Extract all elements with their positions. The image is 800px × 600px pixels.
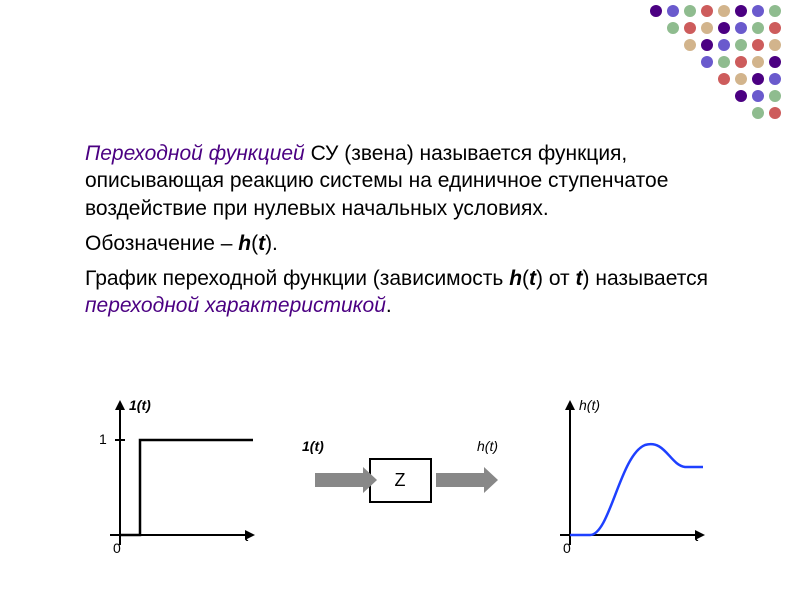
definition-paragraph: Переходной функцией СУ (звена) называетс… xyxy=(85,140,715,222)
decoration-dot xyxy=(701,22,713,34)
decoration-dot xyxy=(718,22,730,34)
term-transition-function: Переходной функцией xyxy=(85,142,305,165)
output-label: h(t) xyxy=(477,438,498,454)
decoration-dot xyxy=(667,5,679,17)
x-axis-label-right: t xyxy=(695,528,699,544)
origin-label: 0 xyxy=(113,540,121,556)
decoration-dot xyxy=(718,73,730,85)
decoration-dot xyxy=(684,22,696,34)
term-transition-characteristic: переходной характеристикой xyxy=(85,294,386,317)
decoration-dot xyxy=(735,56,747,68)
decoration-dot xyxy=(769,5,781,17)
decoration-dot xyxy=(718,39,730,51)
x-axis-label: t xyxy=(245,528,249,544)
decoration-dot xyxy=(769,90,781,102)
decoration-dot xyxy=(718,5,730,17)
notation-paragraph: Обозначение – h(t). xyxy=(85,230,715,257)
decoration-dot xyxy=(752,107,764,119)
y-axis-label-right: h(t) xyxy=(579,397,600,413)
decoration-dot xyxy=(769,56,781,68)
decoration-dot xyxy=(752,5,764,17)
decoration-dot xyxy=(735,39,747,51)
decoration-dot xyxy=(718,56,730,68)
unit-step-chart: 1(t) t 1 0 xyxy=(85,395,265,565)
input-label: 1(t) xyxy=(302,438,324,454)
output-arrow-icon xyxy=(436,473,486,487)
decoration-dot xyxy=(769,39,781,51)
slide-text-content: Переходной функцией СУ (звена) называетс… xyxy=(85,140,715,328)
decoration-dot xyxy=(752,90,764,102)
decoration-dot xyxy=(752,73,764,85)
decoration-dot xyxy=(752,56,764,68)
decoration-dot xyxy=(735,73,747,85)
input-arrow-icon xyxy=(315,473,365,487)
decoration-dot xyxy=(769,22,781,34)
graph-paragraph: График переходной функции (зависимость h… xyxy=(85,265,715,320)
y-tick-1: 1 xyxy=(99,431,107,447)
decoration-dot xyxy=(735,5,747,17)
decoration-dot xyxy=(684,39,696,51)
decoration-dot xyxy=(701,56,713,68)
decoration-dot xyxy=(684,5,696,17)
decoration-dot xyxy=(735,90,747,102)
decoration-dot xyxy=(752,39,764,51)
decoration-dot xyxy=(650,5,662,17)
origin-label-right: 0 xyxy=(563,540,571,556)
decoration-dot xyxy=(701,5,713,17)
decoration-dot xyxy=(769,107,781,119)
decoration-dot xyxy=(769,73,781,85)
decoration-dot xyxy=(735,22,747,34)
transition-response-chart: h(t) t 0 xyxy=(535,395,715,565)
corner-decoration xyxy=(650,5,790,120)
y-axis-label: 1(t) xyxy=(129,397,151,413)
decoration-dot xyxy=(752,22,764,34)
decoration-dot xyxy=(667,22,679,34)
step-svg xyxy=(85,395,265,565)
diagram-row: 1(t) t 1 0 1(t) Z h(t) h(t) t 0 xyxy=(85,385,715,575)
system-block-diagram: 1(t) Z h(t) xyxy=(290,430,510,530)
response-svg xyxy=(535,395,715,565)
decoration-dot xyxy=(701,39,713,51)
system-box: Z xyxy=(369,458,432,503)
